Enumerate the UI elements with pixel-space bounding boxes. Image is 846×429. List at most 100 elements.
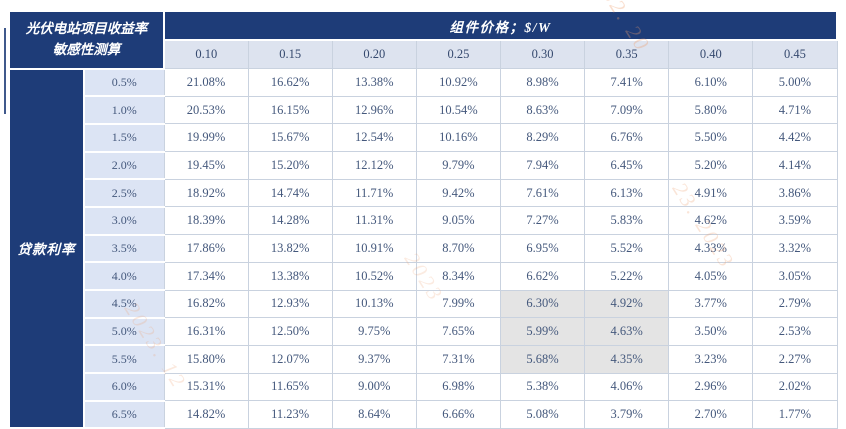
- table-cell: 21.08%: [163, 68, 249, 97]
- table-row: 6.5% 14.82% 11.23% 8.64% 6.66% 5.08% 3.79% 2.70…: [9, 399, 838, 429]
- table-cell: 2.79%: [752, 289, 838, 319]
- row-header-1.5%: 1.5%: [83, 122, 165, 153]
- row-header-2.5%: 2.5%: [83, 178, 165, 208]
- table-cell: 6.45%: [584, 151, 670, 180]
- table-row: 4.5% 16.82% 12.93% 10.13% 7.99% 6.30% 4.92% 3.7…: [9, 289, 838, 319]
- table-cell: 13.38%: [331, 68, 417, 97]
- table-cell: 18.92%: [163, 178, 249, 208]
- table-cell: 18.39%: [163, 206, 249, 236]
- table-cell: 14.82%: [163, 400, 249, 429]
- table-cell: 8.63%: [499, 95, 586, 125]
- table-cell: 5.22%: [584, 261, 670, 291]
- table-cell: 12.07%: [247, 344, 333, 374]
- table-row: 1.5% 19.99% 15.67% 12.54% 10.16% 8.29% 6.76% 5.…: [9, 122, 838, 153]
- table-cell: 2.53%: [752, 317, 838, 346]
- table-cell: 2.70%: [668, 400, 754, 429]
- table-row: 3.5% 17.86% 13.82% 10.91% 8.70% 6.95% 5.52% 4.3…: [9, 233, 838, 264]
- table-cell: 5.80%: [668, 95, 754, 125]
- table-cell: 19.99%: [163, 123, 249, 153]
- table-cell: 4.14%: [752, 151, 838, 180]
- table-cell: 16.31%: [163, 317, 249, 346]
- corner-title-cell: 光伏电站项目收益率 敏感性测算: [8, 10, 165, 70]
- corner-title-line2: 敏感性测算: [52, 41, 121, 57]
- table-cell: 14.74%: [247, 178, 333, 208]
- table-cell: 5.68%: [499, 344, 586, 374]
- row-header-4.0%: 4.0%: [83, 261, 165, 291]
- table-cell: 8.34%: [415, 261, 502, 291]
- column-axis-title: 组件价格；$/W: [163, 10, 838, 41]
- row-header-1.0%: 1.0%: [83, 95, 165, 125]
- table-cell: 7.09%: [584, 95, 670, 125]
- table-cell: 5.00%: [752, 68, 838, 97]
- sensitivity-table: 光伏电站项目收益率 敏感性测算 组件价格；$/W 0.10 0.15 0.20 0.2…: [8, 10, 838, 429]
- table-cell: 15.80%: [163, 344, 249, 374]
- table-row: 2.0% 19.45% 15.20% 12.12% 9.79% 7.94% 6.45% 5.2…: [9, 150, 838, 181]
- table-cell: 4.42%: [752, 123, 838, 153]
- table-cell: 4.06%: [584, 372, 670, 402]
- table-cell: 12.12%: [331, 151, 417, 180]
- table-cell: 15.20%: [247, 151, 333, 180]
- table-cell: 2.27%: [752, 344, 838, 374]
- table-cell: 6.62%: [499, 261, 586, 291]
- row-header-4.5%: 4.5%: [83, 289, 165, 319]
- table-cell: 12.93%: [247, 289, 333, 319]
- table-cell: 7.94%: [499, 151, 586, 180]
- table-row: 5.0% 16.31% 12.50% 9.75% 7.65% 5.99% 4.63% 3.50…: [9, 316, 838, 347]
- col-header-0.25: 0.25: [415, 39, 502, 69]
- table-cell: 2.02%: [752, 372, 838, 402]
- header-title-row: 光伏电站项目收益率 敏感性测算 组件价格；$/W: [8, 10, 838, 70]
- table-cell: 10.92%: [415, 68, 502, 97]
- col-header-0.35: 0.35: [584, 39, 670, 69]
- table-cell: 6.10%: [668, 68, 754, 97]
- row-axis-label: 贷款利率: [8, 67, 85, 429]
- report-table-page: 82. 20 23. 2023 2023 2023. 12 光伏电站项目收益率 敏感性…: [4, 0, 838, 429]
- table-cell: 10.91%: [331, 234, 417, 263]
- table-cell: 5.52%: [584, 234, 670, 263]
- table-cell: 5.38%: [499, 372, 586, 402]
- table-cell: 6.98%: [415, 372, 502, 402]
- table-cell: 3.77%: [668, 289, 754, 319]
- table-cell: 4.05%: [668, 261, 754, 291]
- table-cell: 8.70%: [415, 234, 502, 263]
- table-cell: 11.23%: [247, 400, 333, 429]
- table-cell: 4.62%: [668, 206, 754, 236]
- table-cell: 8.29%: [499, 123, 586, 153]
- table-cell: 9.37%: [331, 344, 417, 374]
- table-cell: 10.16%: [415, 123, 502, 153]
- table-cell: 19.45%: [163, 151, 249, 180]
- table-cell: 10.54%: [415, 95, 502, 125]
- row-header-0.5%: 0.5%: [83, 67, 165, 98]
- table-cell: 6.30%: [499, 289, 586, 319]
- table-cell: 7.31%: [415, 344, 502, 374]
- table-cell: 4.63%: [584, 317, 670, 346]
- table-cell: 7.27%: [499, 206, 586, 236]
- table-cell: 10.13%: [331, 289, 417, 319]
- table-cell: 13.82%: [247, 234, 333, 263]
- table-row: 5.5% 15.80% 12.07% 9.37% 7.31% 5.68% 4.35% 3.23…: [9, 344, 838, 375]
- table-body: 贷款利率 0.5% 21.08% 16.62% 13.38% 10.92% 8.98% 7.4…: [8, 67, 838, 429]
- table-cell: 12.54%: [331, 123, 417, 153]
- table-cell: 11.71%: [331, 178, 417, 208]
- table-row: 4.0% 17.34% 13.38% 10.52% 8.34% 6.62% 5.22% 4.0…: [9, 261, 838, 291]
- row-header-6.0%: 6.0%: [83, 372, 165, 402]
- table-cell: 6.66%: [415, 400, 502, 429]
- table-cell: 9.79%: [415, 151, 502, 180]
- table-cell: 7.61%: [499, 178, 586, 208]
- row-header-6.5%: 6.5%: [83, 399, 165, 429]
- table-cell: 3.32%: [752, 234, 838, 263]
- left-edge-rule: [4, 28, 6, 114]
- table-cell: 17.34%: [163, 261, 249, 291]
- table-cell: 16.62%: [247, 68, 333, 97]
- col-header-0.30: 0.30: [499, 39, 586, 69]
- table-cell: 12.96%: [331, 95, 417, 125]
- table-cell: 1.77%: [752, 400, 838, 429]
- table-cell: 9.75%: [331, 317, 417, 346]
- table-cell: 14.28%: [247, 206, 333, 236]
- table-cell: 9.00%: [331, 372, 417, 402]
- subheader-row: 0.10 0.15 0.20 0.25 0.30 0.35 0.40 0.45: [9, 39, 838, 69]
- col-header-0.40: 0.40: [668, 39, 754, 69]
- table-row: 6.0% 15.31% 11.65% 9.00% 6.98% 5.38% 4.06% 2.96…: [9, 372, 838, 402]
- table-cell: 4.71%: [752, 95, 838, 125]
- row-header-5.5%: 5.5%: [83, 344, 165, 375]
- table-cell: 3.86%: [752, 178, 838, 208]
